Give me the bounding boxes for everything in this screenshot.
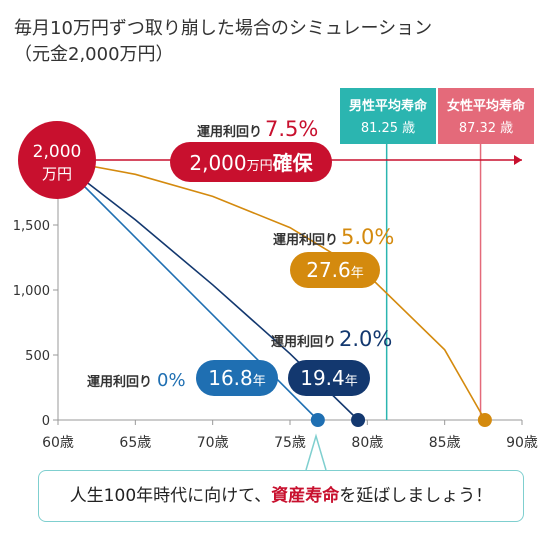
result-pill-0: 16.8年 <box>196 360 278 396</box>
axes: 60歳 65歳 70歳 75歳 80歳 85歳 90歳 0 500 1,000 1,500 <box>13 188 538 451</box>
series-endpoint <box>310 413 325 427</box>
result-pill-2-0-text: 19.4年 <box>300 366 358 390</box>
result-2-0-unit: 年 <box>345 374 358 389</box>
series-line <box>57 159 486 421</box>
principal-badge: 2,000 万円 <box>18 121 96 199</box>
y-tick-label: 1,500 <box>13 219 50 234</box>
principal-unit: 万円 <box>42 165 72 183</box>
result-pill-2-0-bg <box>288 360 370 396</box>
result-pill-0-text: 16.8年 <box>208 366 266 390</box>
result-pill-7-5-bg <box>170 142 332 182</box>
label-rate-5-0: 運用利回り 5.0% <box>273 225 394 249</box>
rate-label-2-0: 運用利回り <box>271 334 336 350</box>
result-pill-7-5: 2,000万円確保 <box>170 142 332 182</box>
message-box: 人生100年時代に向けて、資産寿命を延ばしましょう！ <box>38 470 524 522</box>
x-tick-label: 60歳 <box>42 435 74 451</box>
result-5-0-years: 27.6 <box>306 258 351 282</box>
rate-label-0: 運用利回り <box>87 374 152 390</box>
female-life-box: 女性平均寿命 87.32 歳 <box>438 88 534 144</box>
result-2-0-years: 19.4 <box>300 366 345 390</box>
x-tick-label: 65歳 <box>119 435 151 451</box>
y-tick-label: 0 <box>42 414 50 429</box>
x-tick-label: 90歳 <box>506 435 538 451</box>
result-7-5-unit: 万円 <box>247 159 273 174</box>
female-life-label: 女性平均寿命 <box>447 98 526 114</box>
y-tick-label: 500 <box>25 349 50 364</box>
message-before: 人生100年時代に向けて、 <box>69 486 272 506</box>
male-life-age: 81.25 歳 <box>361 121 415 136</box>
male-life-box-bg <box>340 88 436 144</box>
result-7-5-suffix: 確保 <box>273 151 314 175</box>
female-life-age: 87.32 歳 <box>459 121 513 136</box>
x-tick-label: 80歳 <box>351 435 383 451</box>
result-7-5-amount: 2,000 <box>189 151 246 175</box>
rate-label-5-0: 運用利回り <box>273 232 338 248</box>
x-tick-label: 75歳 <box>274 435 306 451</box>
chart-title-line2: （元金2,000万円） <box>14 44 174 65</box>
result-pill-5-0-text: 27.6年 <box>306 258 364 282</box>
message-highlight: 資産寿命 <box>271 486 340 506</box>
male-life-label: 男性平均寿命 <box>349 98 428 114</box>
rate-value-7-5: 7.5% <box>265 117 318 141</box>
series-endpoint <box>477 413 492 427</box>
result-0-unit: 年 <box>253 374 266 389</box>
chart-title: 毎月10万円ずつ取り崩した場合のシミュレーション （元金2,000万円） <box>14 16 432 68</box>
female-life-box-bg <box>438 88 534 144</box>
message-after: を延ばしましょう！ <box>339 486 493 506</box>
x-tick-label: 85歳 <box>429 435 461 451</box>
result-0-years: 16.8 <box>208 366 253 390</box>
result-pill-0-bg <box>196 360 278 396</box>
y-tick-label: 1,000 <box>13 284 50 299</box>
reference-lines <box>385 144 482 420</box>
male-life-box: 男性平均寿命 81.25 歳 <box>340 88 436 144</box>
label-rate-7-5: 運用利回り 7.5% <box>197 117 318 141</box>
rate-value-2-0: 2.0% <box>339 327 392 351</box>
series-endpoint <box>351 413 366 427</box>
result-pill-5-0: 27.6年 <box>290 252 380 288</box>
result-pill-2-0: 19.4年 <box>288 360 370 396</box>
rate-value-0: 0% <box>157 370 186 391</box>
chart-title-line1: 毎月10万円ずつ取り崩した場合のシミュレーション <box>14 18 433 39</box>
message-pointer <box>305 433 327 471</box>
label-rate-0: 運用利回り 0% <box>87 370 186 391</box>
principal-amount: 2,000 <box>33 142 82 162</box>
x-tick-label: 70歳 <box>197 435 229 451</box>
result-pill-7-5-text: 2,000万円確保 <box>189 151 313 175</box>
rate-value-5-0: 5.0% <box>341 225 394 249</box>
series-arrowhead <box>514 155 522 165</box>
result-5-0-unit: 年 <box>351 266 364 281</box>
principal-badge-circle <box>18 121 96 199</box>
rate-label-7-5: 運用利回り <box>197 124 262 140</box>
label-rate-2-0: 運用利回り 2.0% <box>271 327 392 351</box>
result-pill-5-0-bg <box>290 252 380 288</box>
